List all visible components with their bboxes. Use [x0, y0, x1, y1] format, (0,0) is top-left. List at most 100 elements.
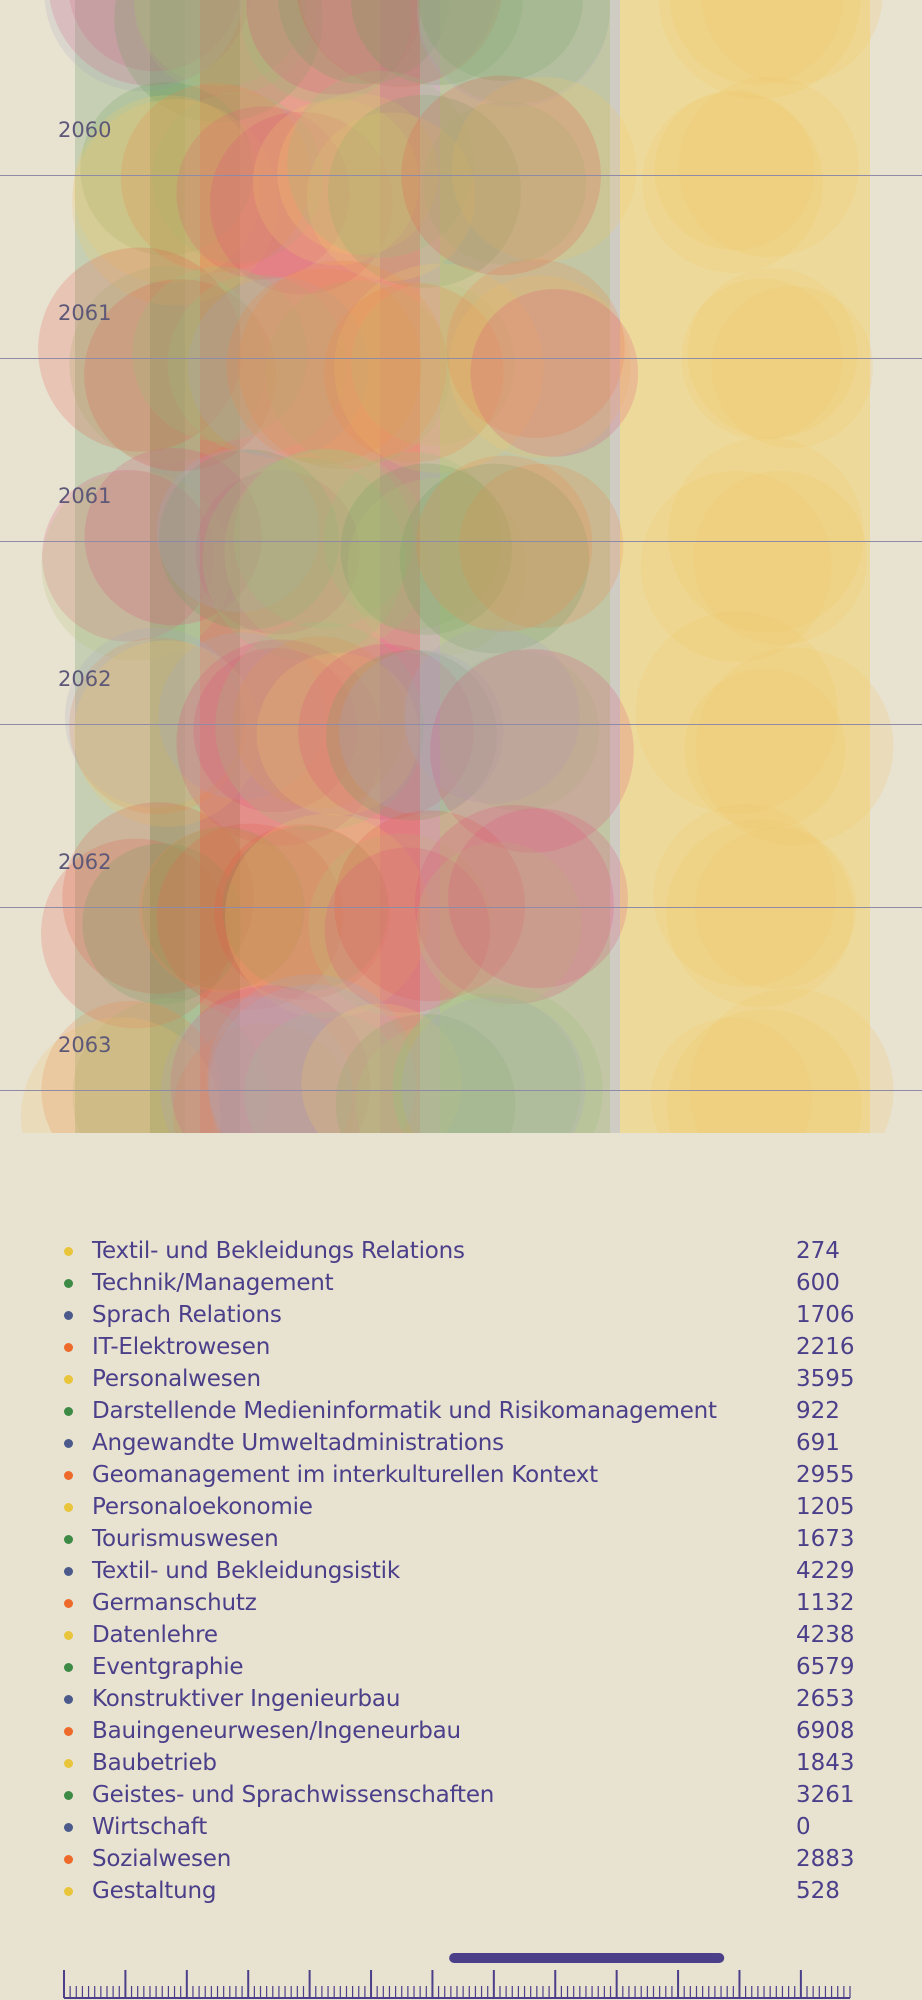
bubble: [399, 463, 590, 654]
legend-value: 2216: [796, 1334, 855, 1360]
bubble: [439, 650, 600, 811]
bubble: [222, 825, 389, 992]
bubble: [416, 0, 610, 108]
legend-dot-icon: [64, 1855, 73, 1864]
legend-value: 1706: [796, 1302, 855, 1328]
legend-dot-icon: [64, 1471, 73, 1480]
bubble: [417, 0, 611, 104]
bubble: [334, 263, 544, 474]
year-label: 2061: [58, 484, 112, 508]
legend-dot-icon: [64, 1567, 73, 1576]
bubble: [666, 819, 854, 1007]
legend-item: Germanschutz 1132: [0, 1587, 922, 1619]
legend-label: Bauingeneurwesen/Ingeneurbau: [92, 1718, 461, 1744]
bubble: [422, 101, 587, 265]
bubble: [287, 70, 475, 258]
bubble: [642, 92, 823, 273]
legend-value: 1843: [796, 1750, 855, 1776]
legend-value: 0: [796, 1814, 811, 1840]
bubble: [301, 1003, 462, 1135]
bubble: [401, 996, 586, 1135]
bubble: [71, 99, 279, 306]
bubble: [195, 470, 360, 635]
stream-band: [200, 0, 420, 1135]
bubble: [133, 0, 319, 96]
legend-dot-icon: [64, 1311, 73, 1320]
legend-value: 6579: [796, 1654, 855, 1680]
bubble: [114, 0, 323, 123]
bubble: [214, 824, 390, 1000]
legend-label: Personaloekonomie: [92, 1494, 313, 1520]
bubble: [176, 639, 383, 846]
row-gridline: [0, 907, 922, 908]
bubble: [80, 82, 254, 256]
legend-value: 1132: [796, 1590, 855, 1616]
year-label: 2062: [58, 667, 112, 691]
bubble: [41, 470, 232, 661]
bubble: [323, 452, 502, 630]
bubble: [678, 76, 859, 258]
legend-label: Baubetrieb: [92, 1750, 217, 1776]
bubble: [84, 448, 262, 626]
bubble: [224, 813, 430, 1019]
stream-chart: 2060 2061 2061 2062 2062 2063: [0, 0, 922, 1135]
legend-value: 6908: [796, 1718, 855, 1744]
bubble: [152, 92, 324, 264]
legend-label: Geistes- und Sprachwissenschaften: [92, 1782, 495, 1808]
legend-item: Geomanagement im interkulturellen Kontex…: [0, 1459, 922, 1491]
bubble: [84, 279, 277, 472]
bubble: [49, 0, 252, 86]
legend-dot-icon: [64, 1663, 73, 1672]
bubble: [640, 470, 832, 662]
stream-band: [420, 0, 620, 1135]
legend-label: Personalwesen: [92, 1366, 261, 1392]
bubble: [308, 833, 492, 1017]
legend-label: Konstruktiver Ingenieurbau: [92, 1686, 401, 1712]
bubble: [156, 449, 320, 613]
bubble: [711, 286, 874, 448]
legend-label: Angewandte Umweltadministrations: [92, 1430, 504, 1456]
bubble: [226, 268, 422, 464]
legend-item: Darstellende Medieninformatik und Risiko…: [0, 1395, 922, 1427]
bubble: [82, 843, 244, 1005]
bubble: [695, 647, 894, 846]
bubble: [654, 90, 815, 251]
bubble: [215, 621, 425, 831]
legend-dot-icon: [64, 1823, 73, 1832]
bubble: [233, 448, 414, 629]
bubble: [416, 842, 582, 1008]
timeline-scrubber[interactable]: [0, 1940, 922, 2000]
legend-label: Eventgraphie: [92, 1654, 244, 1680]
legend-label: Darstellende Medieninformatik und Risiko…: [92, 1398, 717, 1424]
stream-band: [440, 0, 610, 1135]
bubble: [327, 94, 522, 288]
legend-item: Technik/Management 600: [0, 1267, 922, 1299]
legend-label: Sprach Relations: [92, 1302, 282, 1328]
legend-dot-icon: [64, 1279, 73, 1288]
bubble: [687, 268, 858, 439]
bubble: [38, 247, 243, 452]
legend-item: Bauingeneurwesen/Ingeneurbau 6908: [0, 1715, 922, 1747]
bubble: [69, 0, 240, 72]
bubble: [176, 106, 350, 280]
year-label: 2061: [58, 301, 112, 325]
bubble: [170, 985, 371, 1135]
year-label: 2062: [58, 850, 112, 874]
timeline-range-handle[interactable]: [449, 1953, 725, 1963]
bubble: [62, 802, 254, 994]
legend-item: Personalwesen 3595: [0, 1363, 922, 1395]
bubble: [338, 649, 504, 815]
bubble: [41, 1000, 221, 1135]
bubble: [241, 0, 411, 104]
legend-dot-icon: [64, 1599, 73, 1608]
bubble: [208, 984, 417, 1135]
row-gridline: [0, 724, 922, 725]
legend-item: Textil- und Bekleidungsistik 4229: [0, 1555, 922, 1587]
year-label: 2060: [58, 118, 112, 142]
bubble: [120, 83, 311, 273]
legend-item: Sozialwesen 2883: [0, 1843, 922, 1875]
bubble: [658, 0, 861, 99]
bubble: [132, 266, 308, 442]
legend-value: 1205: [796, 1494, 855, 1520]
bubble: [414, 804, 614, 1004]
